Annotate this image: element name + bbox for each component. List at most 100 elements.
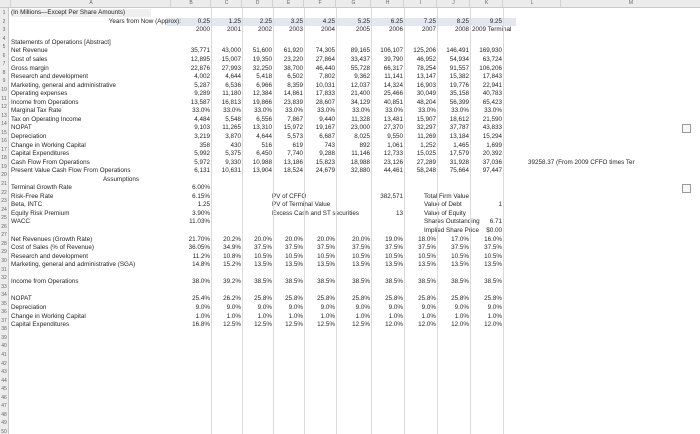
ratio-value-cell[interactable]: 21.70% <box>188 235 210 243</box>
statement-row-label[interactable]: Net Revenue <box>11 47 48 55</box>
statement-value-cell[interactable]: 7,740 <box>287 150 303 158</box>
years-from-now-cell[interactable]: 4.25 <box>322 17 335 25</box>
row-number[interactable]: 1 <box>2 10 6 16</box>
statement-row-label[interactable]: Cost of sales <box>11 56 48 64</box>
statement-value-cell[interactable]: 17,843 <box>482 73 502 81</box>
statement-row-label[interactable]: Income from Operations <box>11 98 79 106</box>
statement-value-cell[interactable]: 40,783 <box>482 90 502 98</box>
ratio-value-cell[interactable]: 9.0% <box>388 303 403 311</box>
statement-value-cell[interactable]: 18,988 <box>350 158 370 166</box>
row-number[interactable]: 44 <box>1 377 7 384</box>
fiscal-year-cell[interactable]: 2007 <box>421 26 436 34</box>
statement-value-cell[interactable]: 9,362 <box>354 73 370 81</box>
statement-value-cell[interactable]: 97,447 <box>482 167 502 175</box>
row-number[interactable]: 33 <box>1 283 7 290</box>
statement-value-cell[interactable]: 46,952 <box>416 56 436 64</box>
ratio-value-cell[interactable]: 20.0% <box>254 235 272 243</box>
ratio-row-label[interactable]: Research and development <box>11 252 89 260</box>
statement-value-cell[interactable]: 17,579 <box>449 150 469 158</box>
row-number[interactable]: 34 <box>1 292 7 299</box>
row-number[interactable]: 6 <box>2 52 6 59</box>
statement-value-cell[interactable]: 19,167 <box>315 124 335 132</box>
column-letter-i[interactable]: I <box>403 0 437 7</box>
statement-value-cell[interactable]: 9,330 <box>225 158 241 166</box>
row-number[interactable]: 42 <box>1 360 7 367</box>
statement-value-cell[interactable]: 13,310 <box>252 124 272 132</box>
column-letter-b[interactable]: B <box>170 0 211 7</box>
ratio-value-cell[interactable]: 9.0% <box>320 303 335 311</box>
ratio-value-cell[interactable]: 13.5% <box>418 261 436 269</box>
ratio-value-cell[interactable]: 10.5% <box>418 252 436 260</box>
ratio-row-label[interactable]: Income from Operations <box>11 278 79 286</box>
pv-block-value[interactable]: 382,571 <box>380 192 403 200</box>
statement-value-cell[interactable]: 4,002 <box>194 73 210 81</box>
fiscal-year-cell[interactable]: 2008 <box>454 26 469 34</box>
statement-value-cell[interactable]: 169,930 <box>479 47 502 55</box>
statement-value-cell[interactable]: 12,384 <box>252 90 272 98</box>
row-number[interactable]: 8 <box>2 69 6 76</box>
statement-value-cell[interactable]: 10,631 <box>221 167 241 175</box>
ratio-value-cell[interactable]: 13.5% <box>317 261 335 269</box>
statement-value-cell[interactable]: 619 <box>292 141 303 149</box>
ratio-row-label[interactable]: Change in Working Capital <box>11 312 86 320</box>
ratio-value-cell[interactable]: 10.5% <box>352 252 370 260</box>
years-from-now-cell[interactable]: 2.25 <box>259 17 272 25</box>
ratio-value-cell[interactable]: 38.5% <box>317 278 335 286</box>
statement-value-cell[interactable]: 15,025 <box>416 150 436 158</box>
row-number[interactable]: 48 <box>1 411 7 418</box>
statement-value-cell[interactable]: 5,972 <box>194 158 210 166</box>
ratio-value-cell[interactable]: 17.0% <box>451 235 469 243</box>
column-letter-m[interactable]: M <box>560 0 700 7</box>
statement-value-cell[interactable]: 430 <box>230 141 241 149</box>
statement-value-cell[interactable]: 35,771 <box>190 47 210 55</box>
row-number[interactable]: 11 <box>1 95 7 102</box>
statement-value-cell[interactable]: 65,423 <box>482 98 502 106</box>
statement-value-cell[interactable]: 5,418 <box>256 73 272 81</box>
ratio-value-cell[interactable]: 25.4% <box>192 295 210 303</box>
ratio-value-cell[interactable]: 20.0% <box>317 235 335 243</box>
statement-value-cell[interactable]: 13,184 <box>449 132 469 140</box>
ratio-value-cell[interactable]: 25.8% <box>418 295 436 303</box>
ratio-value-cell[interactable]: 10.5% <box>317 252 335 260</box>
ratio-row-label[interactable]: Cost of Sales (% of Revenue) <box>11 244 94 252</box>
statement-value-cell[interactable]: 32,880 <box>350 167 370 175</box>
row-number[interactable]: 40 <box>1 343 7 350</box>
row-number[interactable]: 19 <box>1 163 7 170</box>
years-from-now-cell[interactable]: 6.25 <box>390 17 403 25</box>
years-from-now-cell[interactable]: 0.25 <box>197 17 210 25</box>
ratio-value-cell[interactable]: 37.5% <box>285 244 303 252</box>
statement-value-cell[interactable]: 9,289 <box>194 90 210 98</box>
ratio-value-cell[interactable]: 12.5% <box>285 321 303 329</box>
ratio-value-cell[interactable]: 1.0% <box>355 312 370 320</box>
statement-value-cell[interactable]: 66,317 <box>383 64 403 72</box>
ratio-value-cell[interactable]: 9.0% <box>288 303 303 311</box>
statement-value-cell[interactable]: 22,876 <box>190 64 210 72</box>
statement-value-cell[interactable]: 14,861 <box>283 90 303 98</box>
row-number[interactable]: 24 <box>1 206 7 213</box>
statement-value-cell[interactable]: 58,248 <box>416 167 436 175</box>
row-number[interactable]: 7 <box>2 61 6 68</box>
ratio-value-cell[interactable]: 25.8% <box>385 295 403 303</box>
statement-value-cell[interactable]: 1,252 <box>420 141 436 149</box>
row-number[interactable]: 13 <box>1 112 7 119</box>
ratio-value-cell[interactable]: 19.0% <box>385 235 403 243</box>
ratio-value-cell[interactable]: 13.5% <box>451 261 469 269</box>
statement-row-label[interactable]: Operating expenses <box>11 90 68 98</box>
statement-value-cell[interactable]: 23,126 <box>383 158 403 166</box>
ratio-value-cell[interactable]: 25.8% <box>484 295 502 303</box>
statement-value-cell[interactable]: 27,993 <box>221 64 241 72</box>
ratio-row-label[interactable]: Marketing, general and administrative (S… <box>11 261 136 269</box>
statement-value-cell[interactable]: 106,206 <box>479 64 502 72</box>
statement-value-cell[interactable]: 27,289 <box>416 158 436 166</box>
ratio-value-cell[interactable]: 37.5% <box>254 244 272 252</box>
statement-row-label[interactable]: NOPAT <box>11 124 32 132</box>
row-number[interactable]: 22 <box>1 189 7 196</box>
ratio-value-cell[interactable]: 12.0% <box>484 321 502 329</box>
statement-row-label[interactable]: Tax on Operating Income <box>11 115 82 123</box>
statement-value-cell[interactable]: 33,437 <box>350 56 370 64</box>
statement-row-label[interactable]: Marginal Tax Rate <box>11 107 62 115</box>
years-from-now-cell[interactable]: 1.25 <box>228 17 241 25</box>
row-number[interactable]: 37 <box>1 317 7 324</box>
statement-value-cell[interactable]: 1,061 <box>387 141 403 149</box>
statement-value-cell[interactable]: 125,206 <box>413 47 436 55</box>
